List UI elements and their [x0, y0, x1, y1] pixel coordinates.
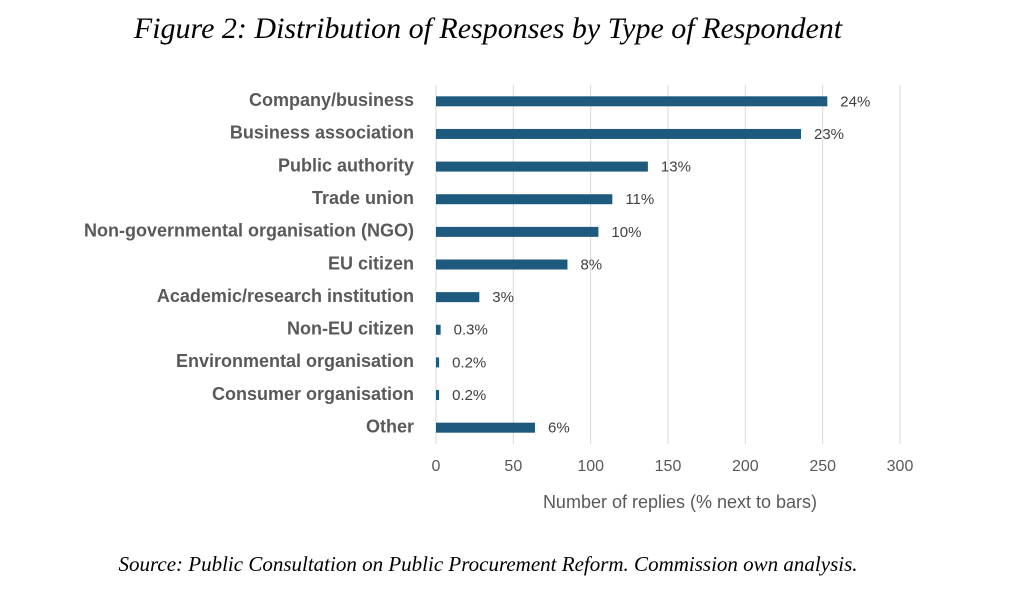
bar	[436, 226, 599, 237]
x-tick-label: 150	[655, 458, 682, 475]
y-tick-label: Business association	[230, 123, 414, 143]
y-tick-label: Trade union	[312, 188, 414, 208]
bar	[436, 357, 440, 368]
x-tick-label: 250	[809, 458, 836, 475]
x-tick-label: 300	[887, 458, 914, 475]
y-tick-label: Other	[366, 416, 414, 436]
y-tick-label: Non-governmental organisation (NGO)	[84, 221, 414, 241]
source-note: Source: Public Consultation on Public Pr…	[118, 552, 857, 576]
value-label: 8%	[580, 256, 602, 273]
bar	[436, 161, 648, 172]
value-label: 0.3%	[454, 322, 488, 339]
value-label: 3%	[492, 289, 514, 306]
y-tick-label: EU citizen	[328, 253, 414, 273]
y-tick-label: Consumer organisation	[212, 384, 414, 404]
x-tick-label: 100	[577, 458, 604, 475]
bar	[436, 324, 441, 335]
value-label: 10%	[611, 224, 641, 241]
value-label: 23%	[814, 126, 844, 143]
y-tick-label: Academic/research institution	[157, 286, 414, 306]
value-label: 24%	[840, 93, 870, 110]
value-label: 11%	[625, 191, 654, 208]
x-tick-label: 200	[732, 458, 759, 475]
x-tick-label: 0	[432, 458, 441, 475]
bar	[436, 128, 802, 139]
x-tick-label: 50	[504, 458, 522, 475]
bar	[436, 422, 535, 433]
x-axis-title: Number of replies (% next to bars)	[543, 492, 817, 512]
bar	[436, 259, 568, 270]
value-label: 0.2%	[452, 387, 486, 404]
value-label: 0.2%	[452, 354, 486, 371]
y-tick-label: Environmental organisation	[176, 351, 414, 371]
bar	[436, 390, 440, 401]
value-label: 13%	[661, 159, 691, 176]
value-label: 6%	[548, 420, 570, 437]
chart-title: Figure 2: Distribution of Responses by T…	[133, 12, 843, 45]
y-tick-label: Company/business	[249, 90, 414, 110]
y-tick-label: Public authority	[278, 155, 414, 175]
bar	[436, 194, 613, 205]
bar	[436, 96, 828, 107]
y-tick-label: Non-EU citizen	[287, 319, 414, 339]
bar	[436, 292, 480, 303]
